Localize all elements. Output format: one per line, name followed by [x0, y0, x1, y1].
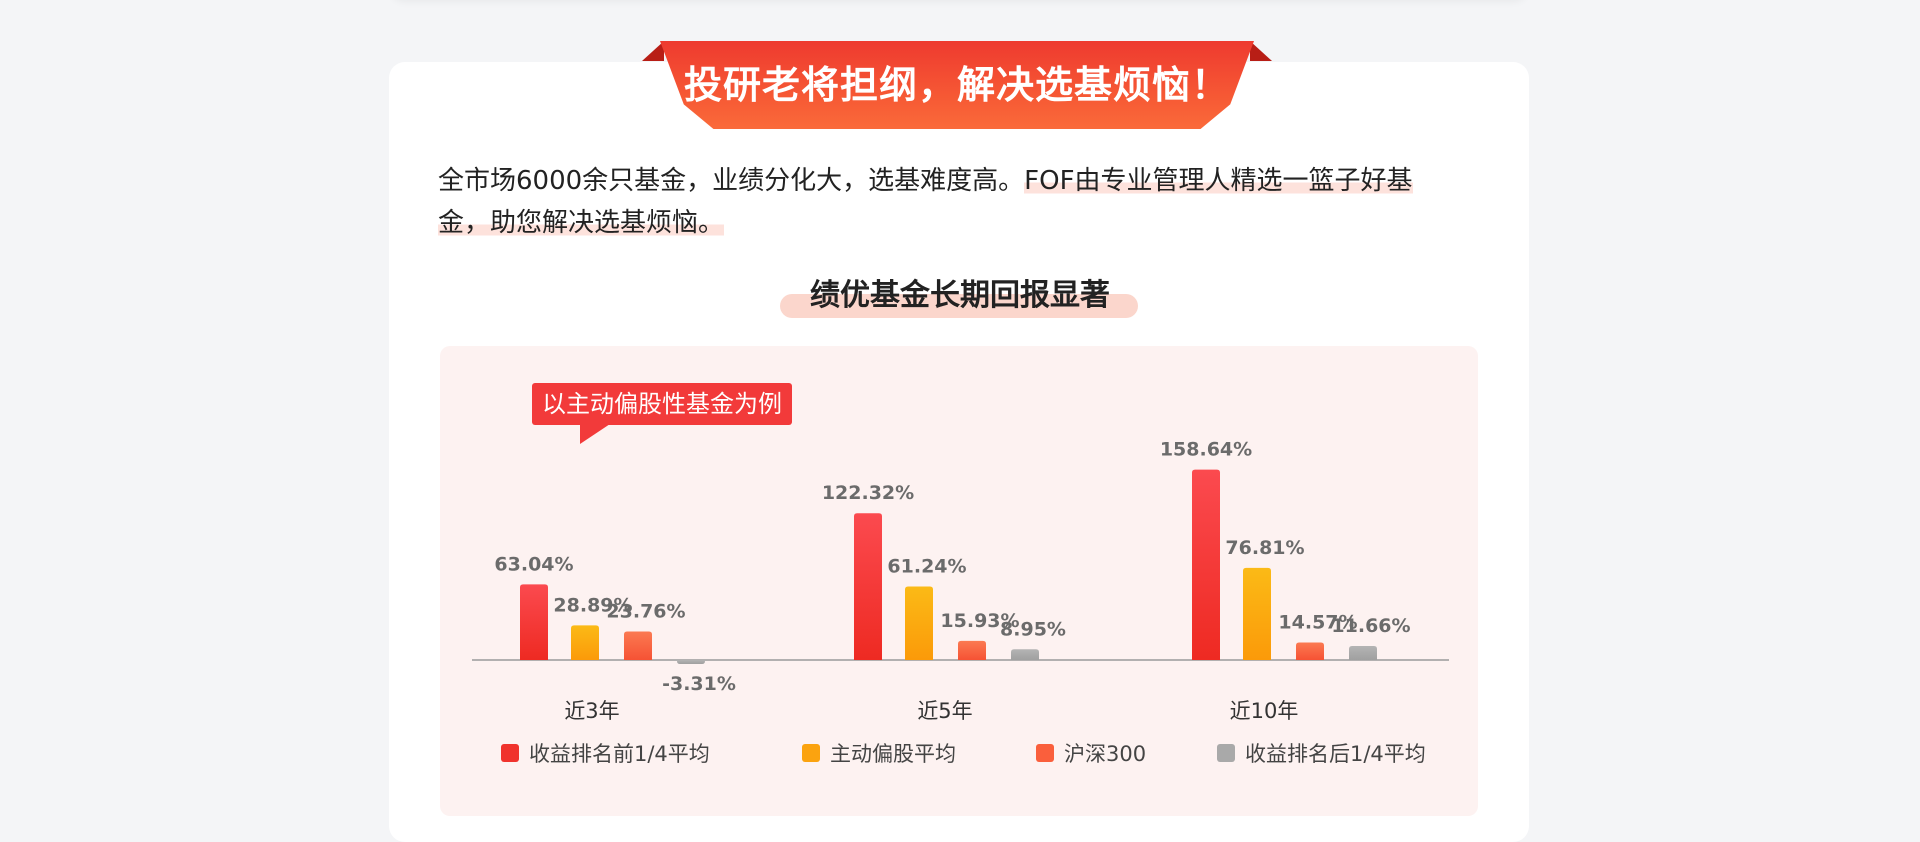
data-label: 158.64% — [1160, 439, 1252, 461]
bar-chart: 63.04% 122.32% 158.64% 28.89% 61.24% 76.81% 23… — [472, 439, 1449, 723]
data-label: 28.89% — [553, 594, 632, 616]
bar-top-quarter-2 — [1192, 469, 1220, 660]
data-label: 23.76% — [606, 600, 685, 622]
bar-top-quarter-0 — [520, 584, 548, 660]
ribbon-title: 投研老将担纲，解决选基烦恼！ — [683, 63, 1230, 107]
legend-label: 收益排名前1/4平均 — [529, 742, 710, 766]
bar-csi300-0 — [624, 631, 652, 660]
legend-swatch — [1036, 744, 1054, 762]
legend-label: 收益排名后1/4平均 — [1245, 742, 1426, 766]
data-label: 11.66% — [1331, 615, 1410, 637]
bar-active-equity-1 — [905, 586, 933, 660]
data-label: 63.04% — [494, 553, 573, 575]
data-label: 14.57% — [1278, 612, 1357, 634]
legend-item: 收益排名前1/4平均 — [501, 738, 710, 768]
x-tick-label: 近3年 — [564, 699, 619, 723]
legend-swatch — [501, 744, 519, 762]
bar-bottom-quarter-1 — [1011, 649, 1039, 660]
legend-swatch — [802, 744, 820, 762]
bar-csi300-2 — [1296, 642, 1324, 660]
bar-bottom-quarter-2 — [1349, 646, 1377, 660]
ribbon-fold-right — [1250, 41, 1272, 61]
section-title: 绩优基金长期回报显著 — [810, 278, 1110, 313]
data-label: 122.32% — [822, 482, 914, 504]
x-tick-label: 近10年 — [1230, 699, 1299, 723]
legend-label: 沪深300 — [1064, 742, 1147, 766]
data-label: 76.81% — [1225, 537, 1304, 559]
bar-top-quarter-1 — [854, 513, 882, 660]
x-tick-label: 近5年 — [917, 699, 972, 723]
intro-text: 全市场6000余只基金，业绩分化大，选基难度高。 — [438, 166, 1025, 196]
intro-paragraph: 全市场6000余只基金，业绩分化大，选基难度高。FOF由专业管理人精选一篮子好基… — [438, 160, 1478, 244]
legend-label: 主动偏股平均 — [830, 742, 956, 766]
bar-active-equity-0 — [571, 625, 599, 660]
legend-item: 收益排名后1/4平均 — [1217, 738, 1426, 768]
intro-highlight-line2: 金，助您解决选基烦恼。 — [438, 208, 725, 238]
data-label: -3.31% — [662, 673, 736, 695]
data-label: 61.24% — [887, 556, 966, 578]
section-title-highlight — [780, 294, 1138, 318]
legend-swatch — [1217, 744, 1235, 762]
chart-legend: 收益排名前1/4平均 主动偏股平均 沪深300 收益排名后1/4平均 — [0, 738, 1920, 768]
title-ribbon: 投研老将担纲，解决选基烦恼！ — [642, 41, 1272, 131]
ribbon-fold-left — [642, 41, 664, 61]
data-label: 15.93% — [940, 610, 1019, 632]
data-label: 8.95% — [1000, 618, 1066, 640]
bar-csi300-1 — [958, 640, 986, 660]
legend-item: 主动偏股平均 — [802, 738, 956, 768]
bar-active-equity-2 — [1243, 567, 1271, 660]
ribbon-banner: 投研老将担纲，解决选基烦恼！ — [660, 41, 1254, 129]
chart-example-tag: 以主动偏股性基金为例 — [532, 383, 792, 425]
legend-item: 沪深300 — [1036, 738, 1146, 768]
bar-bottom-quarter-0 — [677, 660, 705, 664]
intro-highlight-line1: FOF由专业管理人精选一篮子好基 — [1024, 166, 1413, 196]
